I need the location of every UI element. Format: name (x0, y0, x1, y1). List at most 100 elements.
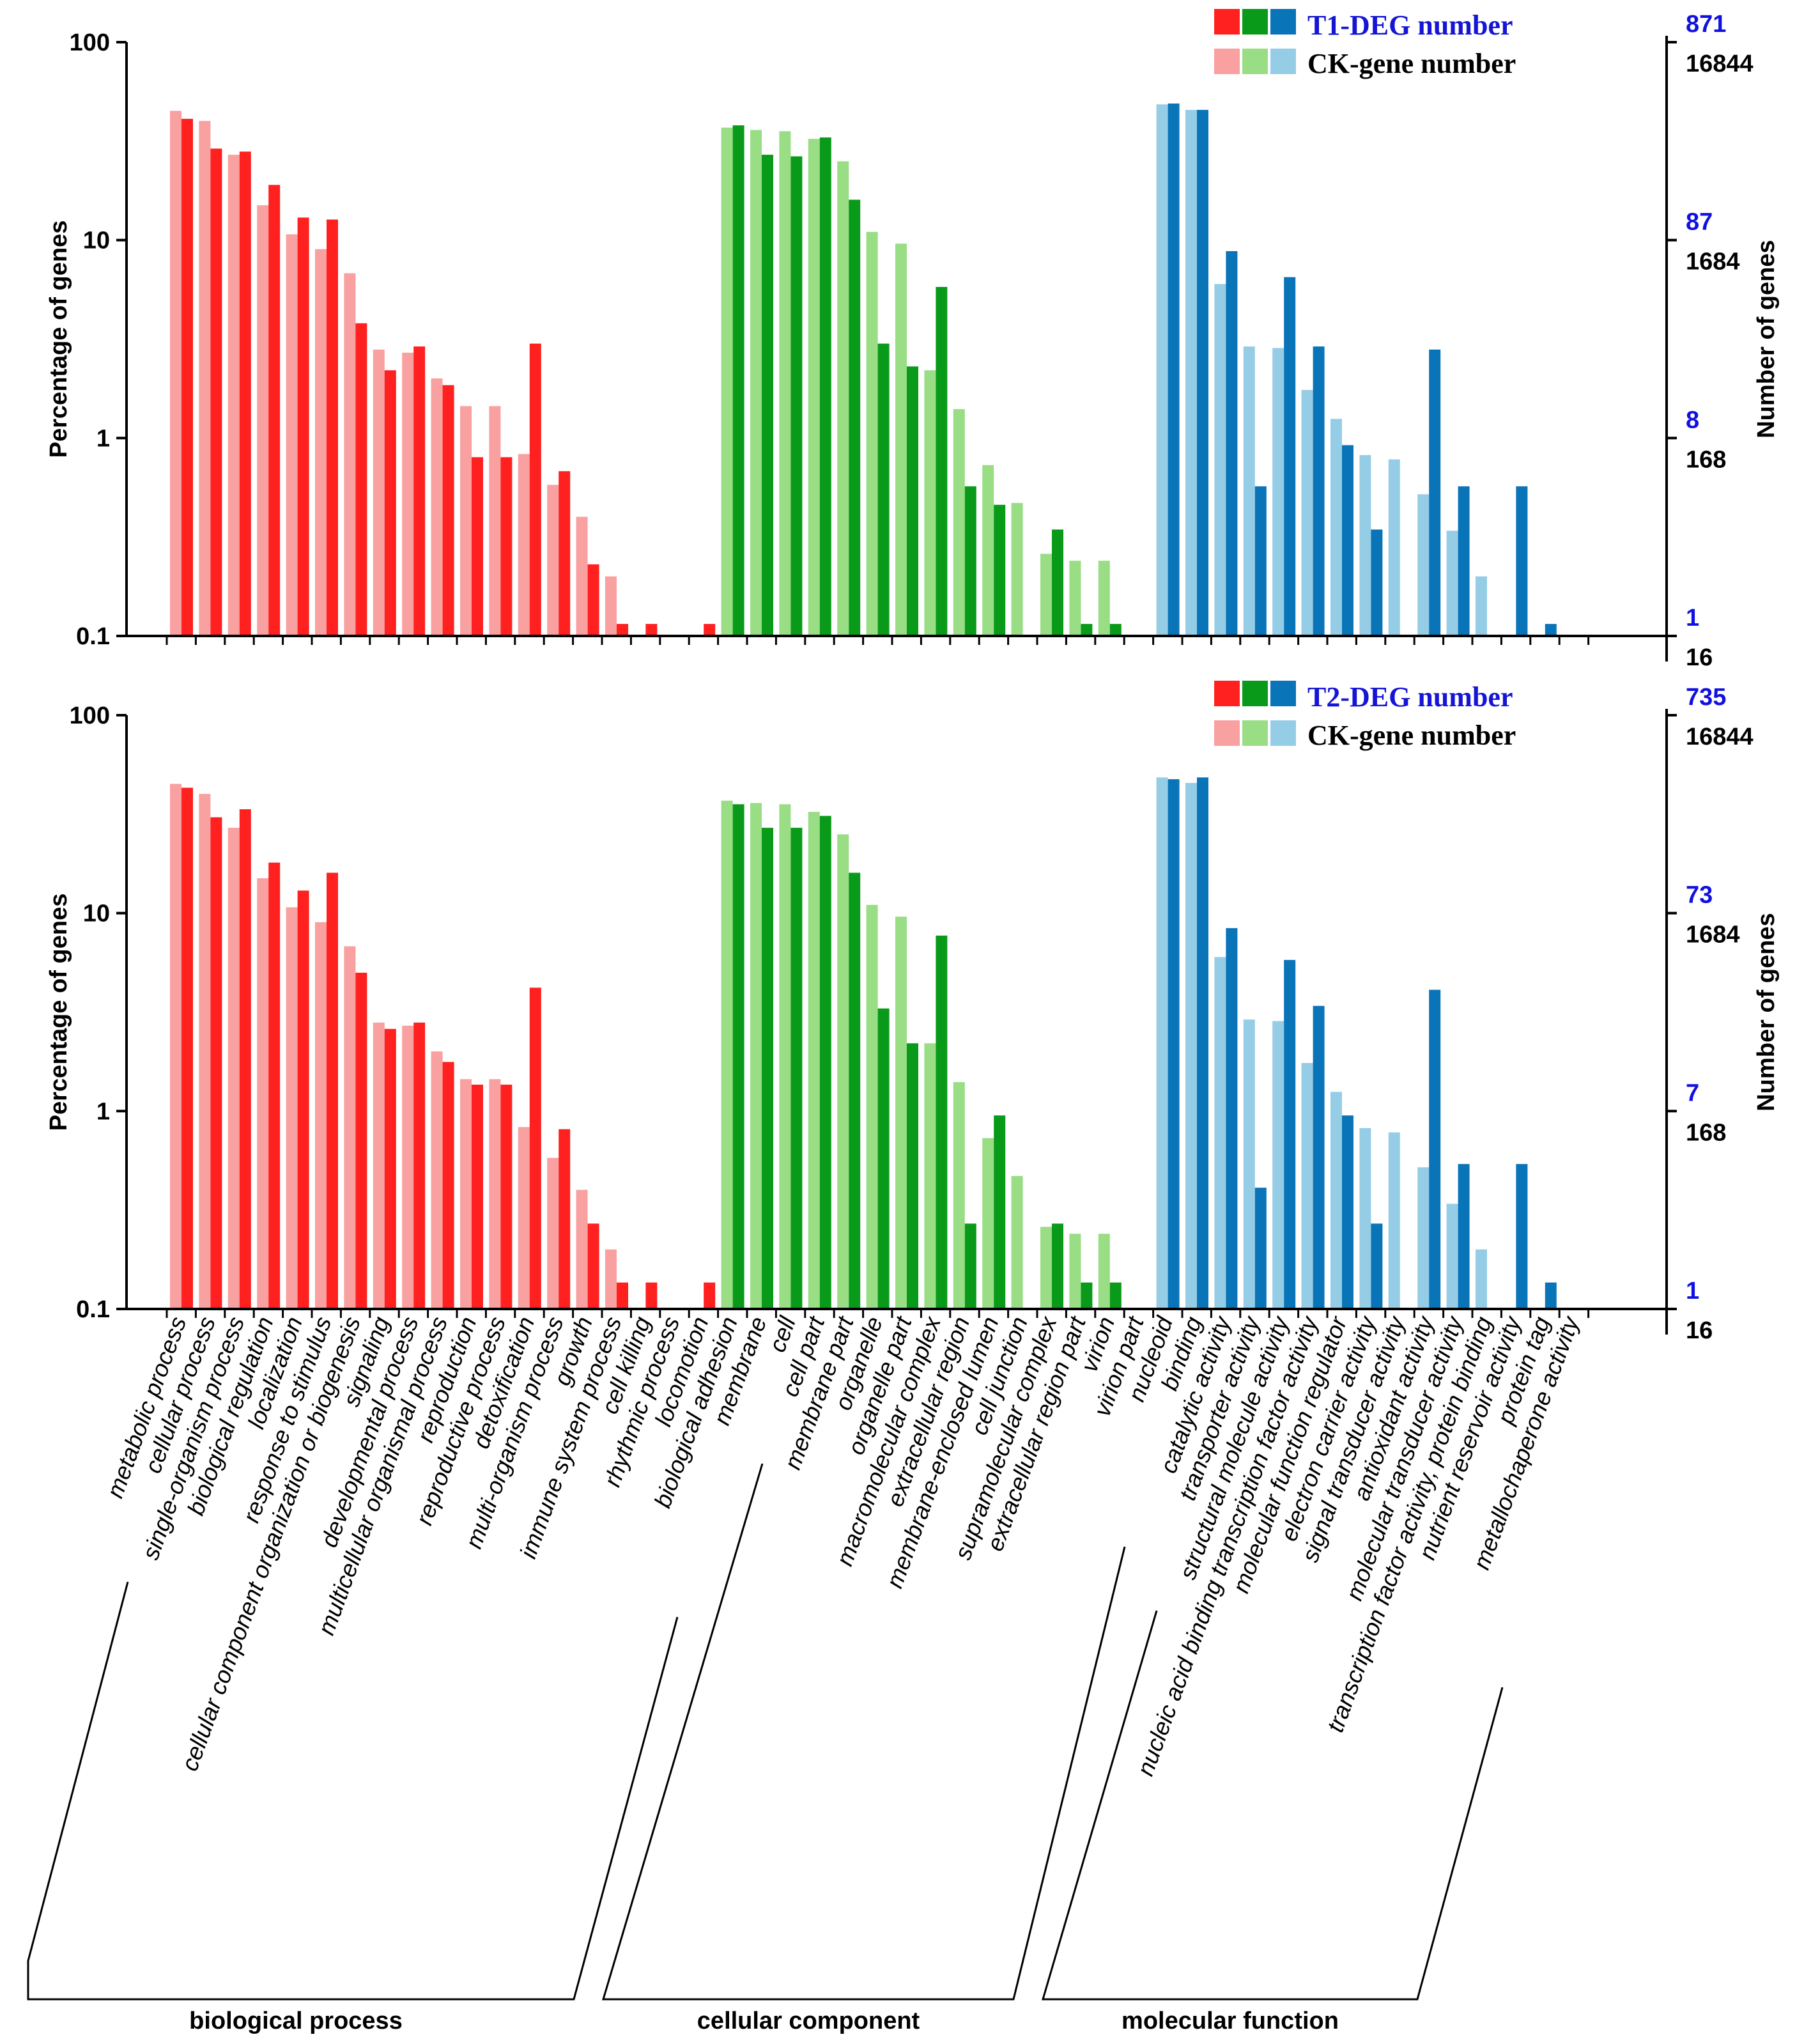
deg-bar (1168, 779, 1180, 1309)
ck-bar (808, 812, 820, 1309)
ck-bar (953, 1082, 965, 1309)
deg-bar (384, 1028, 396, 1309)
group-label: cellular component (697, 2008, 920, 2034)
group-bracket-line (27, 1581, 679, 2001)
deg-bar (559, 471, 571, 636)
ck-bar (605, 1249, 617, 1309)
ck-bar (1156, 777, 1168, 1309)
left-y-tick-label: 100 (70, 702, 110, 729)
deg-bar (1545, 624, 1557, 636)
ck-bar (518, 454, 530, 636)
ck-bar (721, 800, 733, 1309)
deg-bar (1516, 486, 1528, 636)
ck-bar (547, 484, 559, 636)
deg-bar (819, 816, 831, 1309)
deg-bar (1226, 928, 1238, 1309)
deg-bar (1197, 777, 1208, 1309)
legend-ck-swatch (1270, 720, 1296, 746)
deg-bar (1254, 486, 1267, 636)
ck-bar (924, 1043, 936, 1309)
panel-t1: 100 10 1 0.1 871 87 8 1 16844 1684 168 16 Percentage… (45, 9, 1780, 671)
legend: T1-DEG number CK-gene number (1214, 9, 1516, 79)
legend-ck-swatch (1214, 720, 1240, 746)
chart-panels: 100 10 1 0.1 871 87 8 1 16844 1684 168 16 Percentage… (45, 9, 1780, 1344)
ck-bar (257, 205, 269, 637)
ck-bar (431, 378, 443, 636)
ck-bar (1069, 561, 1081, 636)
deg-bar (384, 370, 396, 636)
deg-bar (268, 185, 281, 636)
legend-ck-label: CK-gene number (1307, 720, 1516, 751)
ck-bar (402, 352, 414, 636)
deg-bar (1168, 103, 1180, 636)
legend-ck-label: CK-gene number (1307, 48, 1516, 79)
ck-bar (1417, 494, 1430, 636)
deg-bar (355, 972, 367, 1309)
deg-bar (1429, 349, 1441, 636)
deg-bar (964, 1223, 976, 1309)
legend-deg-label: T2-DEG number (1307, 681, 1513, 713)
deg-bar (413, 1022, 426, 1309)
ck-bar (1069, 1234, 1081, 1309)
deg-bar (1254, 1188, 1267, 1309)
ck-bar (1243, 1019, 1255, 1309)
deg-bar (849, 872, 861, 1309)
group-label: biological process (189, 2008, 403, 2034)
ck-bar (750, 803, 762, 1309)
deg-bar (1458, 1164, 1470, 1309)
deg-bar (181, 118, 193, 636)
deg-bar (877, 343, 890, 636)
deg-bar (472, 457, 483, 636)
legend-ck-swatch (1242, 49, 1268, 74)
right-y-deg-tick-label: 871 (1686, 11, 1726, 38)
ck-bar (1040, 554, 1052, 636)
deg-bar (587, 1223, 599, 1309)
ck-bar (1098, 561, 1110, 636)
ck-bar (808, 139, 820, 636)
deg-bar (587, 564, 599, 636)
right-y-axis-title: Number of genes (1753, 240, 1780, 438)
right-y-ck-tick-label: 16 (1686, 644, 1713, 671)
ck-bar (1272, 1021, 1284, 1309)
ck-bar (1359, 1128, 1371, 1309)
deg-bar (732, 125, 744, 637)
ck-bar (1243, 346, 1255, 636)
right-y-deg-tick-label: 7 (1686, 1080, 1699, 1106)
legend-deg-label: T1-DEG number (1307, 10, 1513, 41)
ck-bar (1417, 1167, 1430, 1309)
right-y-ck-tick-label: 16 (1686, 1317, 1713, 1344)
left-y-axis-title: Percentage of genes (45, 894, 72, 1131)
ck-bar (315, 922, 327, 1309)
ck-bar (1185, 782, 1197, 1309)
ck-bar (315, 249, 327, 636)
ck-bar (779, 131, 791, 637)
deg-bar (1052, 529, 1063, 636)
ck-bar (895, 917, 907, 1309)
left-y-tick-label: 0.1 (76, 1296, 110, 1323)
panel-t2: 100 10 1 0.1 735 73 7 1 16844 1684 168 16 Percentage… (45, 681, 1780, 1344)
legend-ck-swatch (1242, 720, 1268, 746)
ck-bar (460, 406, 472, 636)
deg-bar (704, 624, 716, 636)
deg-bar (1284, 959, 1296, 1309)
deg-bar (239, 809, 251, 1309)
deg-bar (1052, 1223, 1063, 1309)
ck-bar (373, 1022, 385, 1309)
deg-bar (500, 457, 513, 636)
deg-bar (442, 385, 454, 636)
legend-deg-swatch (1242, 9, 1268, 35)
deg-bar (1545, 1282, 1557, 1309)
deg-bar (994, 504, 1006, 636)
ck-bar (227, 828, 240, 1309)
deg-bar (645, 624, 658, 636)
group-bracket-line (601, 1463, 1126, 2001)
ck-bar (170, 111, 181, 636)
ck-bar (866, 231, 878, 636)
deg-bar (936, 935, 948, 1309)
ck-bar (895, 244, 907, 636)
deg-bar (1342, 445, 1353, 636)
ck-bar (576, 516, 588, 636)
ck-bar (1185, 109, 1197, 636)
legend-deg-swatch (1270, 9, 1296, 35)
